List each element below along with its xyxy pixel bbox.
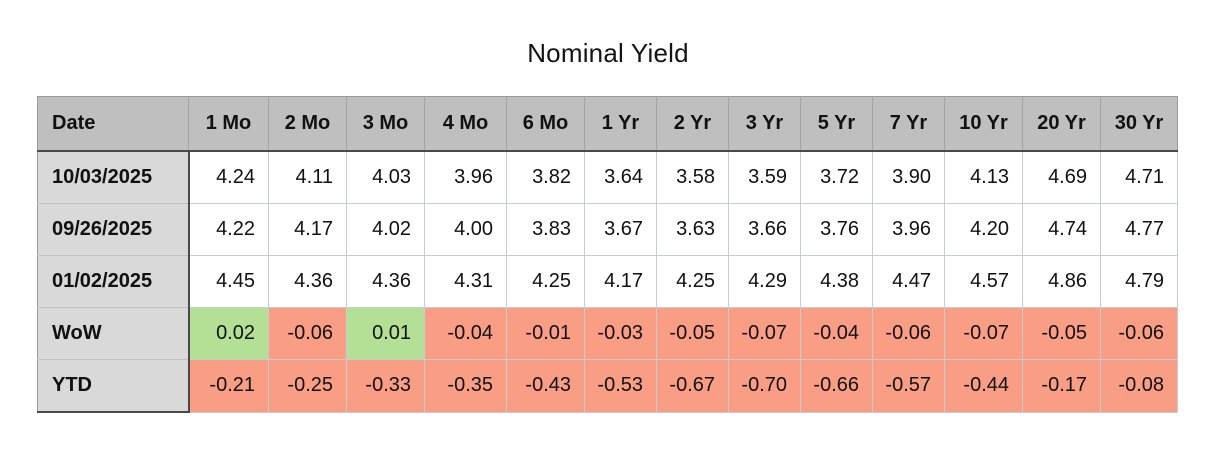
value-cell: -0.67 [656,359,729,413]
header-row: Date 1 Mo 2 Mo 3 Mo 4 Mo 6 Mo 1 Yr 2 Yr 3 Yr 5 Yr… [37,96,1178,152]
value-cell: 3.76 [800,203,873,256]
value-cell: -0.08 [1100,359,1178,413]
value-cell: 4.86 [1022,255,1101,308]
page-title: Nominal Yield [527,38,689,68]
value-cell: 4.74 [1022,203,1101,256]
value-cell: 4.02 [346,203,425,256]
value-cell: 3.67 [584,203,657,256]
value-cell: 3.66 [728,203,801,256]
value-cell: 3.96 [424,150,507,204]
value-cell: 4.79 [1100,255,1178,308]
value-cell: 4.20 [944,203,1023,256]
value-cell: -0.05 [656,307,729,360]
tenor-column-header: 30 Yr [1100,96,1178,152]
value-cell: -0.17 [1022,359,1101,413]
value-cell: -0.25 [268,359,347,413]
value-cell: -0.70 [728,359,801,413]
value-cell: 4.11 [268,150,347,204]
value-cell: 4.69 [1022,150,1101,204]
value-cell: -0.35 [424,359,507,413]
tenor-column-header: 1 Mo [188,96,269,152]
value-cell: 4.36 [346,255,425,308]
table-row: 09/26/2025 4.22 4.17 4.02 4.00 3.83 3.67 3.63 3.… [37,203,1178,256]
value-cell: 4.13 [944,150,1023,204]
value-cell: 4.45 [188,255,269,308]
value-cell: -0.01 [506,307,585,360]
value-cell: 4.36 [268,255,347,308]
row-label: YTD [37,359,190,413]
value-cell: 4.00 [424,203,507,256]
tenor-column-header: 2 Mo [268,96,347,152]
value-cell: -0.57 [872,359,945,413]
value-cell: 4.47 [872,255,945,308]
value-cell: 4.17 [584,255,657,308]
table-row: 10/03/2025 4.24 4.11 4.03 3.96 3.82 3.64 3.58 3.… [37,150,1178,204]
date-column-header: Date [37,96,189,152]
value-cell: -0.06 [872,307,945,360]
value-cell: 4.31 [424,255,507,308]
value-cell: 0.02 [188,307,269,360]
value-cell: -0.05 [1022,307,1101,360]
value-cell: 3.82 [506,150,585,204]
value-cell: 4.71 [1100,150,1178,204]
value-cell: 3.58 [656,150,729,204]
nominal-yield-table: Date 1 Mo 2 Mo 3 Mo 4 Mo 6 Mo 1 Yr 2 Yr 3 Yr 5 Yr… [37,96,1178,413]
row-label: 01/02/2025 [37,255,190,308]
value-cell: 4.38 [800,255,873,308]
value-cell: 3.72 [800,150,873,204]
value-cell: 4.29 [728,255,801,308]
table-body: 10/03/2025 4.24 4.11 4.03 3.96 3.82 3.64 3.58 3.… [37,150,1178,413]
value-cell: 3.59 [728,150,801,204]
value-cell: 4.24 [188,150,269,204]
value-cell: 0.01 [346,307,425,360]
value-cell: -0.21 [188,359,269,413]
table-row: WoW 0.02 -0.06 0.01 -0.04 -0.01 -0.03 -0.05 -0.0… [37,307,1178,360]
row-label: 10/03/2025 [37,151,190,204]
value-cell: 4.25 [656,255,729,308]
tenor-column-header: 2 Yr [656,96,729,152]
value-cell: 4.17 [268,203,347,256]
tenor-column-header: 20 Yr [1022,96,1101,152]
value-cell: -0.07 [944,307,1023,360]
tenor-column-header: 3 Yr [728,96,801,152]
value-cell: 3.83 [506,203,585,256]
value-cell: 3.63 [656,203,729,256]
row-label: WoW [37,307,190,360]
value-cell: -0.03 [584,307,657,360]
value-cell: 4.77 [1100,203,1178,256]
value-cell: 3.64 [584,150,657,204]
tenor-column-header: 1 Yr [584,96,657,152]
value-cell: 4.22 [188,203,269,256]
value-cell: -0.06 [268,307,347,360]
tenor-column-header: 7 Yr [872,96,945,152]
table-row: 01/02/2025 4.45 4.36 4.36 4.31 4.25 4.17 4.25 4.… [37,255,1178,308]
value-cell: 4.57 [944,255,1023,308]
table-row: YTD -0.21 -0.25 -0.33 -0.35 -0.43 -0.53 -0.67 -0… [37,359,1178,413]
tenor-column-header: 6 Mo [506,96,585,152]
value-cell: -0.44 [944,359,1023,413]
value-cell: -0.33 [346,359,425,413]
tenor-column-header: 10 Yr [944,96,1023,152]
tenor-column-header: 3 Mo [346,96,425,152]
value-cell: -0.06 [1100,307,1178,360]
value-cell: -0.04 [424,307,507,360]
value-cell: -0.43 [506,359,585,413]
value-cell: -0.07 [728,307,801,360]
value-cell: 4.03 [346,150,425,204]
tenor-column-header: 5 Yr [800,96,873,152]
value-cell: -0.04 [800,307,873,360]
value-cell: 4.25 [506,255,585,308]
value-cell: 3.90 [872,150,945,204]
row-label: 09/26/2025 [37,203,190,256]
tenor-column-header: 4 Mo [424,96,507,152]
value-cell: 3.96 [872,203,945,256]
value-cell: -0.66 [800,359,873,413]
value-cell: -0.53 [584,359,657,413]
